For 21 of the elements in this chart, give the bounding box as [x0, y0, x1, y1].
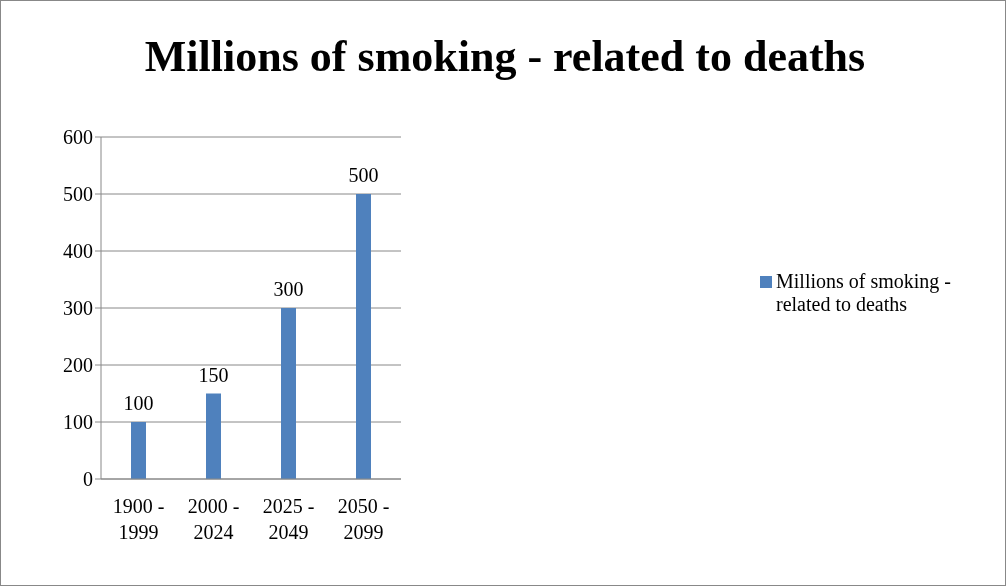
x-tick-label: 2050 - 2099 [337, 495, 390, 543]
text: Millions of smoking - related to deaths [143, 31, 867, 82]
data-label: 300 [273, 278, 304, 300]
y-tick-label: 0 [83, 468, 93, 491]
x-tick-label: 2000 - 2024 [187, 495, 240, 543]
y-tick-label: 300 [63, 297, 93, 320]
y-tick-label: 600 [63, 126, 93, 149]
bar [356, 194, 371, 479]
legend-label: Millions of smoking - related to deaths [776, 270, 952, 316]
data-label: 150 [198, 363, 229, 386]
bar [281, 308, 296, 479]
y-tick-label: 100 [63, 411, 93, 434]
y-tick-label: 500 [63, 183, 93, 206]
bar [131, 422, 146, 479]
data-label: 100 [123, 392, 154, 414]
x-tick-label: 1900 - 1999 [112, 495, 165, 543]
data-label: 500 [348, 164, 379, 186]
y-tick-label: 400 [63, 240, 93, 263]
x-tick-label: 2025 - 2049 [262, 495, 315, 543]
bar [206, 393, 221, 479]
y-tick-label: 200 [63, 354, 93, 377]
